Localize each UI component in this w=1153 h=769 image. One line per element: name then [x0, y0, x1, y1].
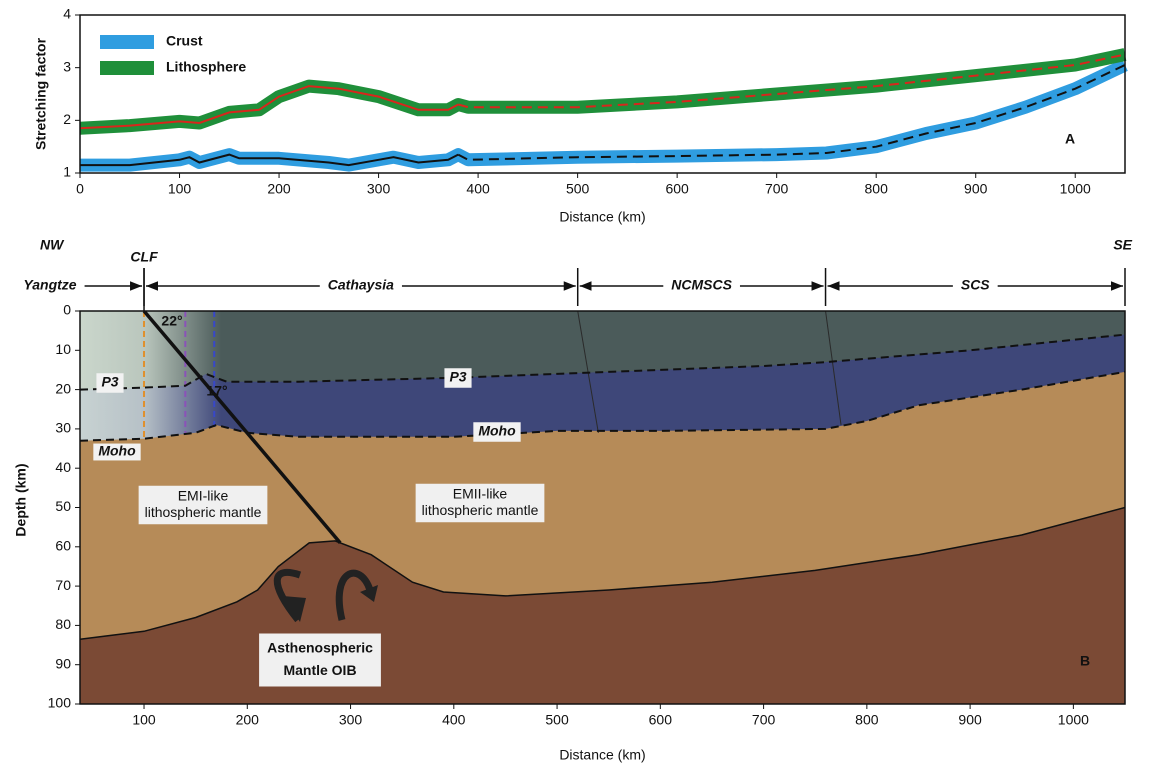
x-tick-label: 400 [466, 181, 490, 197]
x-tick-label: 700 [765, 181, 789, 197]
x-tick-label: 600 [665, 181, 689, 197]
y-tick-label: 40 [55, 459, 71, 475]
y-tick-label: 20 [55, 380, 71, 396]
y-axis-title: Depth (km) [13, 463, 29, 536]
y-tick-label: 2 [63, 111, 71, 127]
x-tick-label: 300 [339, 712, 363, 728]
fault-label: CLF [130, 249, 158, 265]
y-tick-label: 70 [55, 577, 71, 593]
x-tick-label: 200 [267, 181, 291, 197]
x-tick-label: 1000 [1060, 181, 1091, 197]
x-axis-title: Distance (km) [559, 747, 645, 763]
annotation: lithospheric mantle [422, 502, 539, 518]
x-tick-label: 500 [566, 181, 590, 197]
annotation: P3 [449, 369, 466, 385]
y-tick-label: 1 [63, 164, 71, 180]
left-label: NW [40, 237, 65, 253]
legend-swatch [100, 35, 154, 49]
annotation: Moho [478, 423, 516, 439]
x-tick-label: 700 [752, 712, 776, 728]
y-tick-label: 30 [55, 420, 71, 436]
y-tick-label: 10 [55, 341, 71, 357]
legend-swatch [100, 61, 154, 75]
x-tick-label: 800 [855, 712, 879, 728]
x-tick-label: 500 [545, 712, 569, 728]
y-axis-title: Stretching factor [33, 37, 49, 150]
y-tick-label: 50 [55, 498, 71, 514]
domain-label: NCMSCS [671, 277, 732, 293]
x-tick-label: 400 [442, 712, 466, 728]
domain-label: Yangtze [23, 277, 76, 293]
y-tick-label: 4 [63, 6, 71, 22]
annotation: Mantle OIB [283, 662, 356, 678]
x-tick-label: 100 [168, 181, 192, 197]
x-tick-label: 300 [367, 181, 391, 197]
x-tick-label: 900 [964, 181, 988, 197]
x-tick-label: 1000 [1058, 712, 1089, 728]
panel-label: B [1080, 653, 1090, 669]
annotation: lithospheric mantle [145, 504, 262, 520]
annotation: Moho [98, 443, 136, 459]
y-tick-label: 80 [55, 616, 71, 632]
domain-label: Cathaysia [328, 277, 394, 293]
panel-label: A [1065, 131, 1075, 147]
x-axis-title: Distance (km) [559, 209, 645, 225]
annotation: P3 [101, 374, 118, 390]
annotation: EMII-like [453, 486, 508, 502]
domain-label: SCS [961, 277, 990, 293]
x-tick-label: 900 [958, 712, 982, 728]
x-tick-label: 100 [132, 712, 156, 728]
legend-label: Lithosphere [166, 59, 246, 75]
x-tick-label: 0 [76, 181, 84, 197]
page: {"chart_data": [ {"type": "line", "ylabe… [0, 0, 1153, 769]
x-tick-label: 600 [649, 712, 673, 728]
annotation: EMI-like [178, 488, 229, 504]
plot-frame [80, 15, 1125, 173]
figure: 010020030040050060070080090010001234Crus… [0, 0, 1153, 769]
x-tick-label: 200 [236, 712, 260, 728]
y-tick-label: 3 [63, 58, 71, 74]
annotation: 17° [206, 383, 227, 399]
legend-label: Crust [166, 33, 203, 49]
y-tick-label: 100 [48, 695, 72, 711]
y-tick-label: 60 [55, 538, 71, 554]
right-label: SE [1113, 237, 1132, 253]
y-tick-label: 90 [55, 655, 71, 671]
annotation: Asthenospheric [267, 639, 373, 655]
x-tick-label: 800 [865, 181, 889, 197]
annotation: 22° [161, 313, 182, 329]
y-tick-label: 0 [63, 302, 71, 318]
